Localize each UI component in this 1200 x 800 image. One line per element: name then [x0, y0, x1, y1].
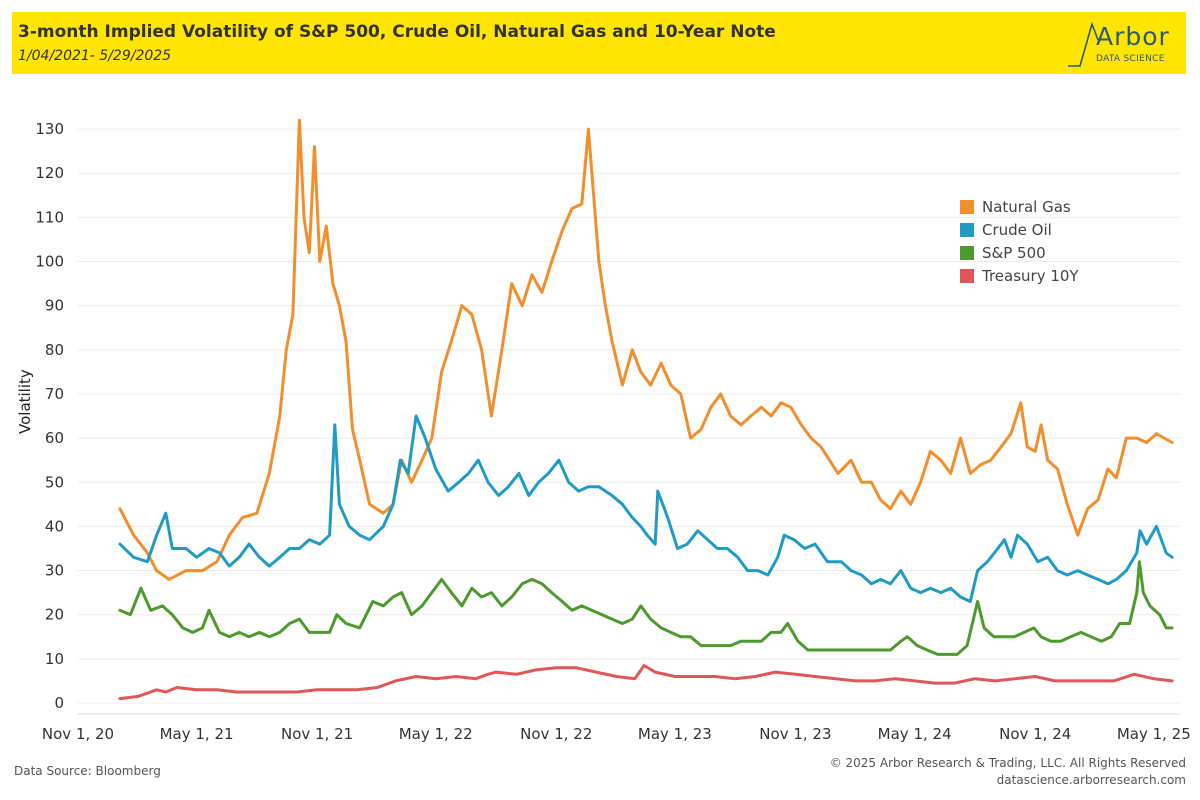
legend-item: Natural Gas [960, 195, 1079, 218]
legend-label: Treasury 10Y [982, 266, 1079, 285]
y-tick-label: 10 [45, 650, 64, 668]
y-axis-label: Volatility [16, 369, 34, 434]
legend-swatch [960, 268, 974, 283]
legend-item: Crude Oil [960, 218, 1079, 241]
y-tick-label: 50 [45, 473, 64, 491]
x-tick-label: May 1, 25 [1117, 725, 1191, 743]
natural-gas-line [118, 118, 1174, 581]
x-tick-label: May 1, 21 [160, 725, 234, 743]
website-link[interactable]: datascience.arborresearch.com [996, 773, 1186, 787]
legend-swatch [960, 199, 974, 214]
header-banner: 3-month Implied Volatility of S&P 500, C… [12, 12, 1186, 74]
chart-title: 3-month Implied Volatility of S&P 500, C… [18, 22, 776, 42]
logo-wordmark: Arbor [1096, 22, 1170, 51]
x-tick-label: Nov 1, 22 [520, 725, 592, 743]
logo-mark-icon [1068, 21, 1099, 67]
y-tick-label: 70 [45, 385, 64, 403]
logo-subtitle: DATA SCIENCE [1096, 54, 1165, 64]
x-tick-label: May 1, 22 [399, 725, 473, 743]
y-tick-label: 120 [35, 164, 64, 182]
chart-legend: Natural Gas Crude Oil S&P 500 Treasury 10Y [960, 195, 1079, 287]
data-source: Data Source: Bloomberg [14, 764, 161, 778]
x-tick-label: Nov 1, 21 [281, 725, 353, 743]
arbor-logo: Arbor DATA SCIENCE [1066, 18, 1178, 70]
y-tick-label: 0 [54, 694, 64, 712]
x-tick-label: May 1, 24 [878, 725, 952, 743]
y-tick-label: 90 [45, 297, 64, 315]
y-tick-label: 100 [35, 253, 64, 271]
x-tick-label: Nov 1, 20 [42, 725, 114, 743]
y-tick-label: 20 [45, 606, 64, 624]
legend-label: Crude Oil [982, 220, 1052, 239]
y-tick-label: 130 [35, 120, 64, 138]
copyright-text: © 2025 Arbor Research & Trading, LLC. Al… [829, 756, 1186, 770]
legend-label: Natural Gas [982, 197, 1071, 216]
y-tick-label: 110 [35, 208, 64, 226]
treasury-10y-line [118, 664, 1174, 701]
crude-oil-line [118, 414, 1174, 603]
y-tick-label: 60 [45, 429, 64, 447]
x-tick-label: Nov 1, 24 [999, 725, 1071, 743]
y-tick-label: 40 [45, 517, 64, 535]
legend-swatch [960, 245, 974, 260]
s-p-500-line [118, 560, 1174, 656]
x-tick-label: Nov 1, 23 [759, 725, 831, 743]
x-tick-label: May 1, 23 [638, 725, 712, 743]
chart-subtitle: 1/04/2021- 5/29/2025 [18, 48, 172, 64]
y-tick-label: 30 [45, 562, 64, 580]
footer-credits: © 2025 Arbor Research & Trading, LLC. Al… [830, 755, 1186, 789]
legend-swatch [960, 222, 974, 237]
legend-item: S&P 500 [960, 241, 1079, 264]
legend-item: Treasury 10Y [960, 264, 1079, 287]
y-tick-label: 80 [45, 341, 64, 359]
legend-label: S&P 500 [982, 243, 1046, 262]
